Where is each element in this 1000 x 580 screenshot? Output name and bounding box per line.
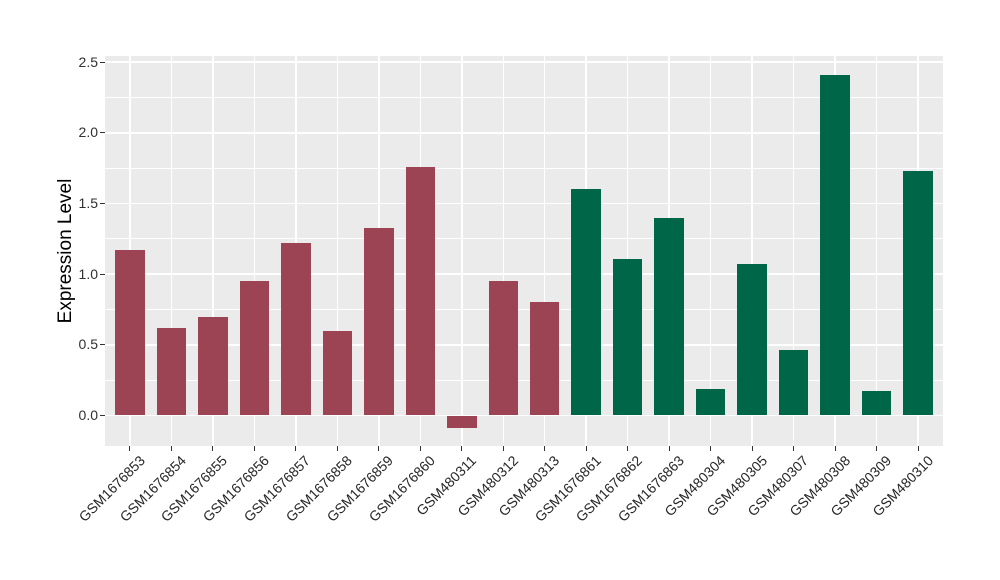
y-tick-mark — [100, 415, 105, 416]
x-tick-mark — [876, 446, 878, 451]
x-tick-mark — [378, 446, 380, 451]
bar-GSM480311 — [447, 415, 477, 429]
category-gridline — [751, 56, 753, 446]
bar-GSM1676863 — [654, 217, 684, 416]
category-gridline — [709, 56, 712, 446]
x-tick-mark — [710, 446, 712, 451]
y-tick-label: 2.5 — [78, 53, 98, 70]
major-gridline — [105, 202, 943, 205]
category-gridline — [626, 56, 629, 446]
x-tick-mark — [585, 446, 587, 451]
minor-gridline — [105, 379, 943, 381]
bar-GSM480308 — [820, 74, 850, 416]
plot-panel — [105, 56, 943, 446]
x-tick-mark — [461, 446, 463, 451]
bar-GSM1676862 — [612, 258, 643, 416]
category-gridline — [212, 56, 214, 446]
bar-GSM1676857 — [281, 243, 311, 416]
major-gridline — [105, 344, 943, 346]
bar-GSM1676856 — [239, 281, 270, 416]
bar-GSM1676859 — [364, 227, 394, 416]
major-gridline — [105, 61, 943, 63]
x-tick-mark — [295, 446, 297, 451]
category-gridline — [336, 56, 339, 446]
x-tick-mark — [668, 446, 670, 451]
x-tick-mark — [419, 446, 421, 451]
category-gridline — [170, 56, 173, 446]
x-tick-mark — [253, 446, 255, 451]
bar-GSM1676853 — [115, 250, 145, 416]
x-tick-mark — [544, 446, 546, 451]
category-gridline — [461, 56, 463, 446]
major-gridline — [105, 273, 943, 275]
x-tick-mark — [793, 446, 795, 451]
bar-GSM480312 — [488, 281, 518, 416]
y-tick-mark — [100, 273, 105, 275]
category-gridline — [253, 56, 256, 446]
bar-GSM1676861 — [571, 189, 601, 416]
bar-GSM1676858 — [322, 330, 353, 416]
x-tick-mark — [502, 446, 504, 451]
y-tick-mark — [100, 203, 105, 204]
category-gridline — [502, 56, 504, 446]
x-tick-mark — [212, 446, 214, 451]
y-tick-label: 1.5 — [78, 195, 98, 211]
y-tick-label: 1.0 — [78, 265, 98, 282]
x-tick-mark — [336, 446, 338, 451]
x-tick-mark — [627, 446, 629, 451]
x-tick-mark — [917, 446, 919, 451]
y-tick-label: 2.0 — [78, 124, 98, 141]
y-tick-mark — [100, 344, 105, 346]
y-tick-mark — [100, 61, 105, 63]
x-tick-mark — [751, 446, 753, 451]
minor-gridline — [105, 238, 943, 240]
x-tick-mark — [834, 446, 836, 451]
category-gridline — [792, 56, 795, 446]
category-gridline — [875, 56, 878, 446]
y-tick-mark — [100, 132, 105, 134]
bar-GSM480304 — [695, 388, 726, 416]
bar-GSM480307 — [778, 350, 809, 416]
x-tick-mark — [170, 446, 172, 451]
minor-gridline — [105, 167, 943, 169]
minor-gridline — [105, 97, 943, 98]
bar-GSM1676860 — [405, 166, 436, 416]
bar-GSM480310 — [903, 170, 933, 416]
major-gridline — [105, 132, 943, 134]
category-gridline — [543, 56, 546, 446]
minor-gridline — [105, 309, 943, 310]
x-tick-mark — [129, 446, 131, 451]
bar-GSM1676854 — [156, 327, 187, 416]
bar-GSM480309 — [861, 391, 892, 416]
bar-GSM480305 — [737, 264, 767, 416]
bar-GSM480313 — [529, 302, 560, 416]
major-gridline — [105, 414, 943, 417]
bar-GSM1676855 — [198, 316, 228, 416]
y-tick-label: 0.0 — [78, 407, 98, 423]
y-tick-label: 0.5 — [78, 336, 98, 353]
